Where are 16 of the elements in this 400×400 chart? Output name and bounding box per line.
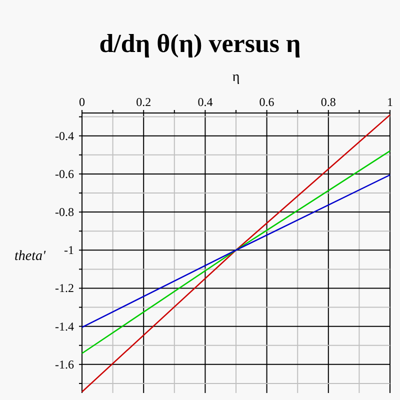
x-tick-label: 0.6: [259, 95, 274, 109]
y-tick-label: -1.4: [55, 319, 74, 334]
y-tick-label: -0.4: [55, 128, 74, 143]
x-tick-label: 1: [387, 95, 393, 109]
y-tick-label: -0.6: [55, 166, 74, 181]
x-axis-title: η: [232, 70, 240, 85]
x-tick-label: 0.8: [320, 95, 336, 109]
y-tick-label: -0.8: [55, 205, 74, 220]
y-tick-label: -1: [64, 243, 74, 258]
x-tick-label: 0: [79, 95, 85, 109]
x-tick-label: 0.2: [136, 95, 152, 109]
y-tick-label: -1.6: [55, 357, 74, 372]
y-axis-title: theta': [14, 249, 46, 264]
chart-title: d/dη θ(η) versus η: [99, 29, 301, 58]
x-tick-label: 0.4: [198, 95, 213, 109]
y-tick-label: -1.2: [55, 281, 74, 296]
